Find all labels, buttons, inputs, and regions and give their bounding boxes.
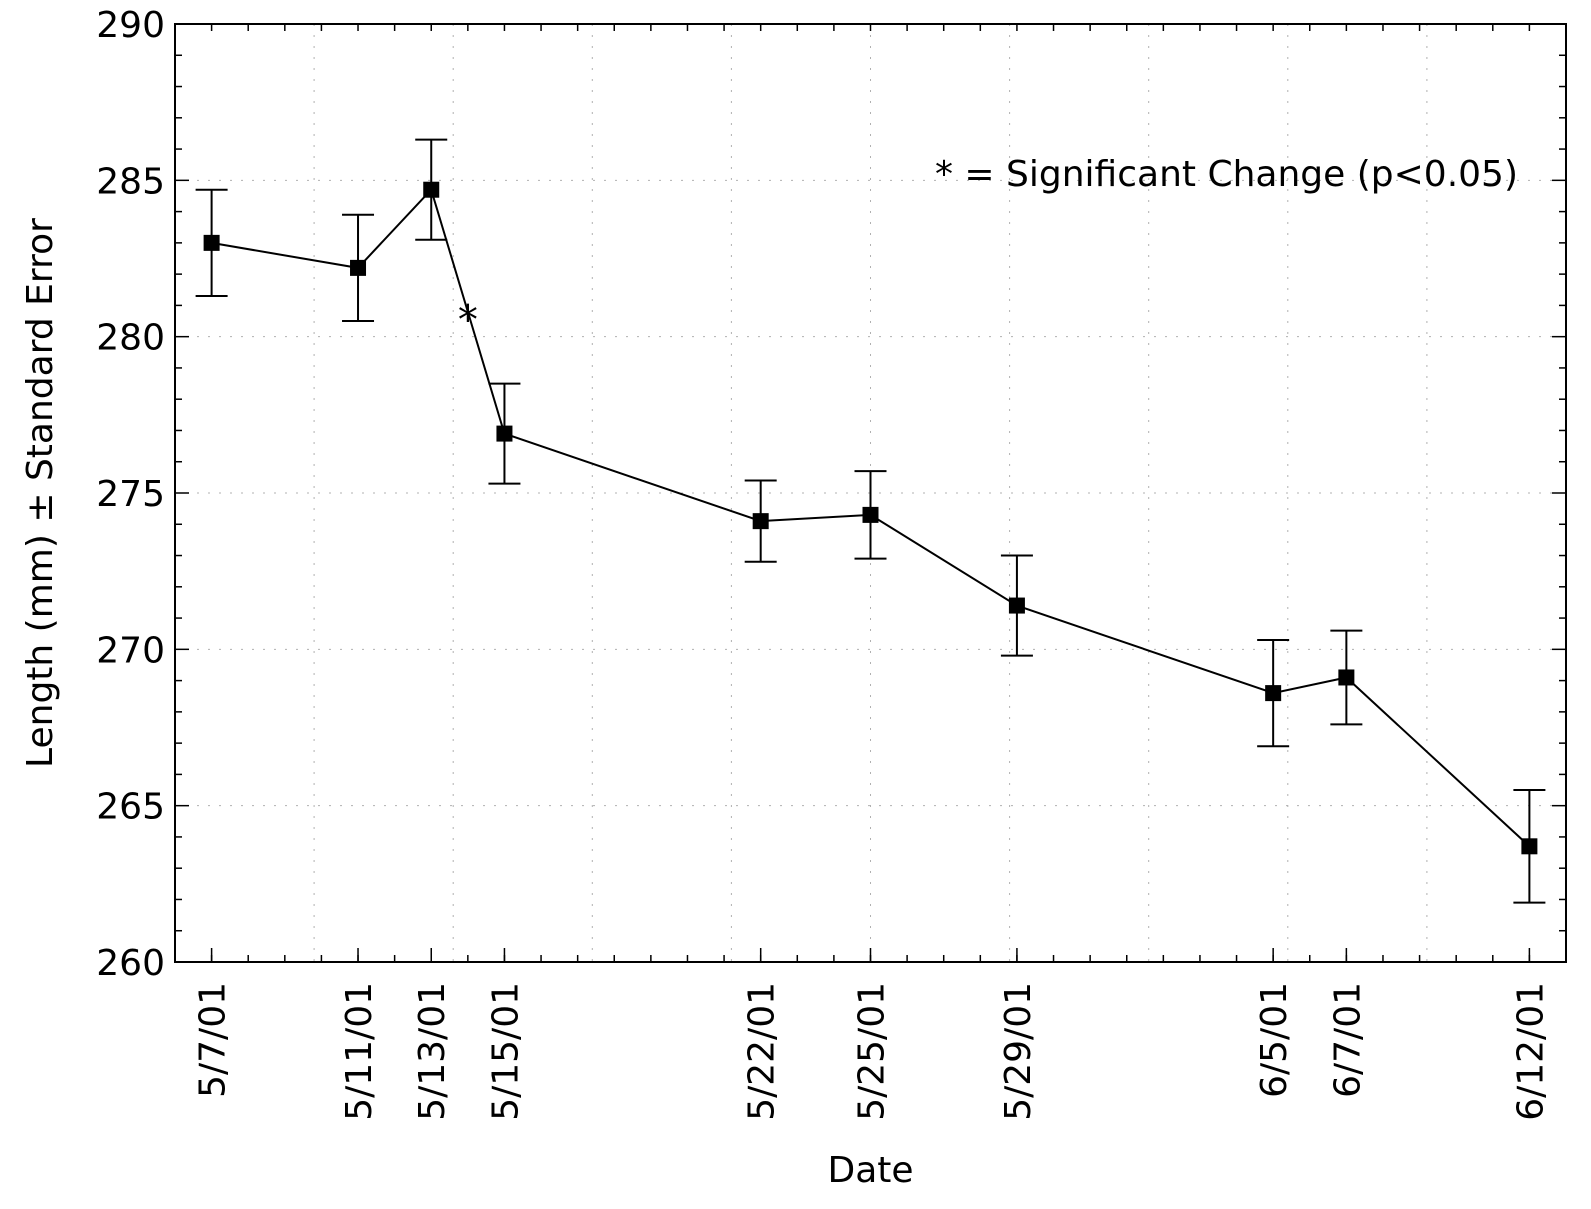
y-tick-label: 275: [96, 474, 165, 515]
y-tick-label: 280: [96, 318, 165, 359]
x-tick-label: 5/13/01: [412, 982, 453, 1121]
x-tick-label: 5/22/01: [742, 982, 783, 1121]
x-tick-label: 5/7/01: [193, 982, 234, 1098]
annotations: *: [458, 298, 478, 344]
data-point: [423, 181, 440, 198]
series-line: [211, 187, 1531, 848]
y-tick-label: 285: [96, 161, 165, 202]
x-tick-label: 5/29/01: [998, 982, 1039, 1121]
data-point: [350, 259, 367, 276]
data-markers: [203, 181, 1538, 855]
data-point: [1521, 838, 1538, 855]
x-tick-label: 6/5/01: [1254, 982, 1295, 1098]
x-tick-label: 5/11/01: [339, 982, 380, 1121]
y-tick-label: 265: [96, 787, 165, 828]
data-point: [862, 506, 879, 523]
y-axis-title: Length (mm) ± Standard Error: [20, 218, 61, 768]
y-tick-label: 260: [96, 943, 165, 984]
data-point: [1338, 669, 1355, 686]
data-point: [752, 513, 769, 530]
y-tick-label: 290: [96, 5, 165, 46]
significance-asterisk: *: [458, 298, 478, 344]
x-tick-label: 5/15/01: [485, 982, 526, 1121]
x-axis: 5/7/01 5/11/01 5/13/01 5/15/01 5/22/01 5/25/0…: [193, 948, 1551, 1121]
data-point: [496, 425, 513, 442]
x-tick-label: 5/25/01: [852, 982, 893, 1121]
y-tick-label: 270: [96, 630, 165, 671]
x-axis-title: Date: [827, 1150, 913, 1191]
grid: [175, 24, 1566, 962]
legend-text: * = Significant Change (p<0.05): [935, 154, 1518, 195]
data-point: [1265, 685, 1282, 702]
data-point: [203, 234, 220, 251]
data-point: [1008, 597, 1025, 614]
y-axis: 260 265 270 275 280 285 290: [96, 5, 165, 984]
x-tick-label: 6/7/01: [1327, 982, 1368, 1098]
x-tick-label: 6/12/01: [1510, 982, 1551, 1121]
